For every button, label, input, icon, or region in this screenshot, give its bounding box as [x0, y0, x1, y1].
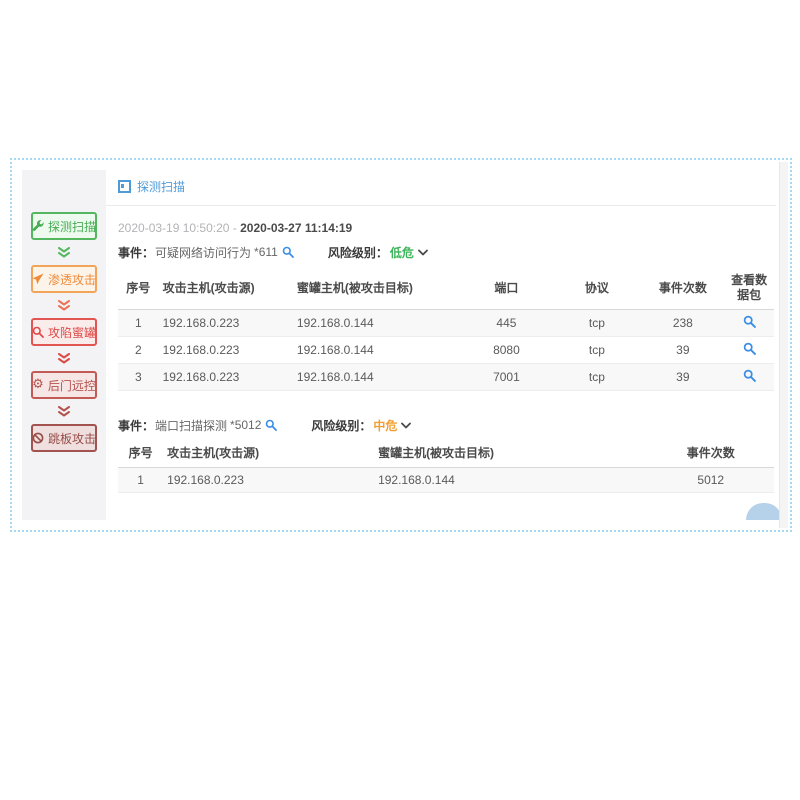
- honeypot-events-panel: 探测扫描 渗透攻击 攻陷蜜罐 ⚙ 后门远控 跳板攻击: [10, 158, 792, 532]
- cell-port: 445: [460, 309, 553, 337]
- cell-protocol: tcp: [552, 336, 642, 364]
- risk-level-value: 中危: [373, 418, 398, 433]
- table-row: 1 192.168.0.223 192.168.0.144 5012: [118, 467, 774, 493]
- cell-honeypot-ip: 192.168.0.144: [292, 363, 461, 391]
- event-label: 事件：: [118, 245, 155, 260]
- chevron-double-down-icon: [57, 300, 71, 311]
- section-header: 探测扫描: [106, 170, 776, 206]
- cell-honeypot-ip: 192.168.0.144: [374, 467, 648, 493]
- event-name: 可疑网络访问行为: [155, 245, 252, 260]
- date-range-start: 2020-03-19 10:50:20: [118, 221, 230, 235]
- risk-label: 风险级别：: [311, 418, 372, 433]
- cell-protocol: tcp: [552, 363, 642, 391]
- col-header-attacker: 攻击主机(攻击源): [158, 266, 293, 310]
- col-header-seq: 序号: [118, 439, 164, 468]
- cell-seq: 3: [118, 363, 159, 391]
- cell-seq: 1: [118, 467, 164, 493]
- sidebar-item-label: 攻陷蜜罐: [48, 325, 97, 340]
- event-count: *5012: [230, 418, 262, 432]
- cell-count: 39: [641, 336, 725, 364]
- event-table-network-access: 序号 攻击主机(攻击源) 蜜罐主机(被攻击目标) 端口 协议 事件次数 查看数据…: [118, 266, 774, 391]
- cell-count: 238: [641, 309, 725, 337]
- cell-seq: 2: [118, 336, 159, 364]
- cell-seq: 1: [118, 309, 159, 337]
- cell-view-packet: [724, 363, 774, 391]
- wrench-icon: [32, 220, 44, 232]
- cell-port: 7001: [460, 363, 553, 391]
- risk-level-dropdown[interactable]: 风险级别： 中危: [311, 417, 411, 434]
- event-table-port-scan: 序号 攻击主机(攻击源) 蜜罐主机(被攻击目标) 事件次数 1 192.168.…: [118, 439, 774, 493]
- cell-attacker-ip: 192.168.0.223: [163, 467, 375, 493]
- scrollbar[interactable]: [779, 162, 788, 528]
- search-detail-icon[interactable]: [282, 246, 294, 258]
- view-packet-icon[interactable]: [743, 369, 756, 382]
- chevron-double-down-icon: [57, 247, 71, 258]
- sidebar-item-label: 跳板攻击: [48, 431, 97, 446]
- magnifier-icon: [32, 326, 44, 338]
- cell-attacker-ip: 192.168.0.223: [158, 363, 293, 391]
- view-packet-icon[interactable]: [743, 315, 756, 328]
- risk-level-value: 低危: [389, 245, 414, 260]
- page-title: 探测扫描: [137, 180, 186, 194]
- sidebar-item-label: 探测扫描: [48, 219, 97, 234]
- cell-protocol: tcp: [552, 309, 642, 337]
- col-header-count: 事件次数: [641, 266, 725, 310]
- cell-honeypot-ip: 192.168.0.144: [292, 309, 461, 337]
- sidebar-item-penetration-attack[interactable]: 渗透攻击: [31, 265, 97, 293]
- cell-attacker-ip: 192.168.0.223: [158, 336, 293, 364]
- attack-chain-sidebar: 探测扫描 渗透攻击 攻陷蜜罐 ⚙ 后门远控 跳板攻击: [22, 170, 106, 520]
- sidebar-item-probe-scan[interactable]: 探测扫描: [31, 212, 97, 240]
- table-row: 3 192.168.0.223 192.168.0.144 7001 tcp 3…: [118, 363, 774, 391]
- back-to-top-button[interactable]: [746, 503, 782, 520]
- col-header-view-packet: 查看数据包: [724, 266, 774, 310]
- col-header-seq: 序号: [118, 266, 159, 310]
- event-count: *611: [254, 245, 278, 259]
- col-header-count: 事件次数: [647, 439, 774, 468]
- event-label: 事件：: [118, 418, 155, 433]
- cell-view-packet: [724, 336, 774, 364]
- date-range-end: 2020-03-27 11:14:19: [240, 221, 353, 235]
- date-range-separator: -: [232, 221, 237, 235]
- sidebar-item-springboard-attack[interactable]: 跳板攻击: [31, 424, 97, 452]
- main-content: 探测扫描 2020-03-19 10:50:20 - 2020-03-27 11…: [106, 170, 790, 520]
- date-range: 2020-03-19 10:50:20 - 2020-03-27 11:14:1…: [118, 221, 774, 235]
- risk-label: 风险级别：: [327, 245, 388, 260]
- table-row: 2 192.168.0.223 192.168.0.144 8080 tcp 3…: [118, 336, 774, 364]
- cell-honeypot-ip: 192.168.0.144: [292, 336, 461, 364]
- events-scroll-area: 2020-03-19 10:50:20 - 2020-03-27 11:14:1…: [106, 206, 776, 506]
- cell-view-packet: [724, 309, 774, 337]
- chevron-double-down-icon: [57, 353, 71, 364]
- sidebar-item-label: 渗透攻击: [48, 272, 97, 287]
- table-header-row: 序号 攻击主机(攻击源) 蜜罐主机(被攻击目标) 事件次数: [118, 439, 774, 468]
- event-line: 事件： 可疑网络访问行为 *611 风险级别： 低危: [118, 244, 774, 260]
- ban-icon: [32, 432, 44, 444]
- table-row: 1 192.168.0.223 192.168.0.144 445 tcp 23…: [118, 309, 774, 337]
- chevron-down-icon: [401, 422, 411, 429]
- risk-level-dropdown[interactable]: 风险级别： 低危: [328, 244, 428, 261]
- sidebar-item-backdoor-remote-control[interactable]: ⚙ 后门远控: [31, 371, 97, 399]
- view-packet-icon[interactable]: [743, 342, 756, 355]
- cell-port: 8080: [460, 336, 553, 364]
- chevron-double-down-icon: [57, 406, 71, 417]
- col-header-port: 端口: [460, 266, 553, 310]
- paper-plane-icon: [32, 273, 44, 285]
- panel-icon: [118, 180, 131, 193]
- col-header-attacker: 攻击主机(攻击源): [163, 439, 375, 468]
- sidebar-item-compromised-honeypot[interactable]: 攻陷蜜罐: [31, 318, 97, 346]
- cell-count: 39: [641, 363, 725, 391]
- event-name: 端口扫描探测: [155, 418, 228, 433]
- col-header-honeypot: 蜜罐主机(被攻击目标): [292, 266, 461, 310]
- cell-attacker-ip: 192.168.0.223: [158, 309, 293, 337]
- cell-count: 5012: [647, 467, 774, 493]
- chevron-down-icon: [418, 249, 428, 256]
- col-header-protocol: 协议: [552, 266, 642, 310]
- table-header-row: 序号 攻击主机(攻击源) 蜜罐主机(被攻击目标) 端口 协议 事件次数 查看数据…: [118, 266, 774, 310]
- event-line: 事件： 端口扫描探测 *5012 风险级别： 中危: [118, 417, 774, 433]
- sidebar-item-label: 后门远控: [47, 378, 96, 393]
- search-detail-icon[interactable]: [265, 419, 277, 431]
- col-header-honeypot: 蜜罐主机(被攻击目标): [374, 439, 648, 468]
